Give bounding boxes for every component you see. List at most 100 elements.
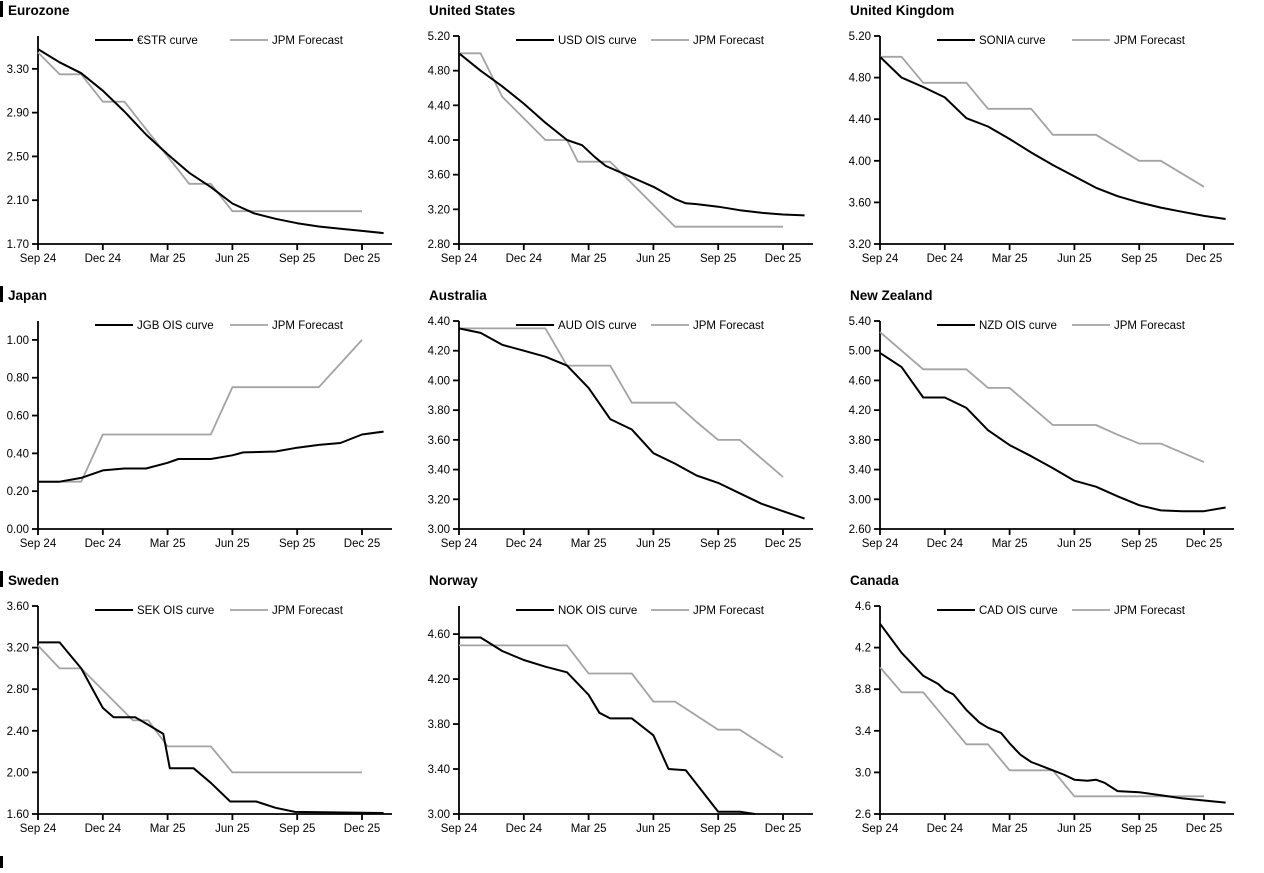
legend-label-sonia-curve: SONIA curve — [979, 35, 1045, 47]
y-tick-label: 3.60 — [428, 170, 450, 182]
legend-label-nok-ois-curve: NOK OIS curve — [558, 605, 637, 617]
y-tick-label: 3.20 — [7, 643, 29, 655]
series-line-market-jgb-ois-curve — [38, 430, 384, 483]
y-tick-label: 3.40 — [428, 764, 450, 776]
y-tick-label: 4.40 — [428, 100, 450, 112]
y-tick-label: 2.90 — [7, 108, 29, 120]
y-tick-label: 5.20 — [849, 31, 871, 43]
legend-label-nzd-ois-curve: NZD OIS curve — [979, 320, 1057, 332]
series-line-market-cad-ois-curve — [879, 623, 1226, 804]
x-tick-label: Dec 25 — [1186, 538, 1222, 550]
x-tick-label: Mar 25 — [150, 823, 186, 835]
legend-label-jpm-forecast: JPM Forecast — [693, 320, 765, 332]
y-tick-label: 1.00 — [7, 335, 29, 347]
x-tick-label: Jun 25 — [1057, 253, 1092, 265]
chart-title-canada: Canada — [850, 573, 899, 588]
chart-panel-united-kingdom: United Kingdom 3.20 3.60 4.00 4.40 4.80 5.20 Se… — [842, 0, 1264, 285]
y-tick-label: 3.40 — [428, 465, 450, 477]
x-tick-label: Jun 25 — [215, 538, 250, 550]
x-tick-label: Dec 24 — [927, 253, 964, 265]
x-tick-label: Dec 24 — [927, 538, 964, 550]
chart-title-sweden: Sweden — [8, 573, 60, 588]
series-line-forecast-jpm-forecast — [879, 331, 1205, 463]
y-tick-label: 2.10 — [7, 195, 29, 207]
chart-canvas-sweden: 1.60 2.00 2.40 2.80 3.20 3.60 Sep 24 Dec 24 Mar … — [7, 601, 392, 835]
x-tick-label: Dec 24 — [85, 538, 122, 550]
x-tick-label: Jun 25 — [636, 538, 671, 550]
x-tick-label: Sep 25 — [1121, 253, 1157, 265]
x-tick-label: Sep 24 — [20, 823, 57, 835]
y-tick-label: 4.40 — [849, 114, 871, 126]
y-tick-label: 3.80 — [428, 405, 450, 417]
y-tick-label: 0.00 — [7, 524, 29, 536]
y-tick-label: 3.4 — [855, 726, 872, 738]
legend-label-cad-ois-curve: CAD OIS curve — [979, 605, 1058, 617]
y-tick-label: 0.60 — [7, 411, 29, 423]
series-line-forecast-jpm-forecast — [38, 339, 363, 483]
x-tick-label: Sep 25 — [279, 538, 315, 550]
x-tick-label: Mar 25 — [150, 538, 186, 550]
x-tick-label: Jun 25 — [215, 823, 250, 835]
y-tick-label: 4.20 — [428, 674, 450, 686]
x-tick-label: Sep 24 — [862, 253, 899, 265]
chart-panel-australia: Australia 3.00 3.20 3.40 3.60 3.80 4.00 4.20 4.4… — [421, 285, 842, 570]
series-line-forecast-jpm-forecast — [459, 52, 783, 228]
y-tick-label: 3.20 — [849, 239, 871, 251]
chart-canvas-united-kingdom: 3.20 3.60 4.00 4.40 4.80 5.20 Sep 24 Dec 24 Mar … — [849, 31, 1234, 265]
legend-label-sek-ois-curve: SEK OIS curve — [137, 605, 214, 617]
y-tick-label: 5.20 — [428, 31, 450, 43]
y-tick-label: 3.60 — [428, 435, 450, 447]
x-tick-label: Jun 25 — [636, 823, 671, 835]
y-tick-label: 0.40 — [7, 448, 29, 460]
x-tick-label: Sep 25 — [700, 253, 736, 265]
chart-panel-new-zealand: New Zealand 2.60 3.00 3.40 3.80 4.20 4.60 5.00 5… — [842, 285, 1264, 570]
section-marker — [0, 571, 3, 587]
chart-title-norway: Norway — [429, 573, 478, 588]
chart-canvas-canada: 2.6 3.0 3.4 3.8 4.2 4.6 Sep 24 Dec 24 Mar 25 Jun … — [855, 601, 1234, 835]
chart-panel-norway: Norway 3.00 3.40 3.80 4.20 4.60 Sep 24 Dec 24 Ma… — [421, 570, 842, 873]
y-tick-label: 3.8 — [855, 684, 871, 696]
chart-canvas-australia: 3.00 3.20 3.40 3.60 3.80 4.00 4.20 4.40 Sep 24 De… — [428, 316, 813, 550]
chart-canvas-new-zealand: 2.60 3.00 3.40 3.80 4.20 4.60 5.00 5.40 Sep 24 De… — [849, 316, 1234, 550]
x-tick-label: Dec 24 — [506, 538, 543, 550]
y-tick-label: 2.40 — [7, 726, 29, 738]
x-tick-label: Jun 25 — [1057, 538, 1092, 550]
y-tick-label: 1.60 — [7, 809, 29, 821]
x-tick-label: Mar 25 — [992, 253, 1028, 265]
series-line-market-sonia-curve — [879, 56, 1226, 220]
x-tick-label: Sep 25 — [1121, 538, 1157, 550]
y-tick-label: 4.60 — [849, 375, 871, 387]
x-tick-label: Mar 25 — [992, 538, 1028, 550]
series-line-forecast-jpm-forecast — [879, 666, 1204, 798]
footer-section-marker — [0, 856, 3, 868]
x-tick-label: Dec 25 — [1186, 823, 1222, 835]
legend-label-jpm-forecast: JPM Forecast — [693, 35, 765, 47]
x-tick-label: Mar 25 — [571, 253, 607, 265]
series-line-market-usd-ois-curve — [458, 52, 805, 217]
legend-label-jpm-forecast: JPM Forecast — [272, 605, 344, 617]
x-tick-label: Sep 24 — [20, 538, 57, 550]
series-line-market-nok-ois-curve — [459, 636, 756, 815]
chart-title-japan: Japan — [8, 288, 48, 303]
chart-panel-canada: Canada 2.6 3.0 3.4 3.8 4.2 4.6 Sep 24 Dec 24 Mar … — [842, 570, 1264, 873]
series-line-forecast-jpm-forecast — [459, 644, 784, 759]
y-tick-label: 1.70 — [7, 239, 29, 251]
chart-title-united-kingdom: United Kingdom — [850, 3, 955, 18]
x-tick-label: Dec 24 — [927, 823, 964, 835]
y-tick-label: 2.6 — [855, 809, 871, 821]
chart-title-australia: Australia — [429, 288, 487, 303]
x-tick-label: Jun 25 — [1057, 823, 1092, 835]
y-tick-label: 2.60 — [849, 524, 871, 536]
y-tick-label: 4.00 — [428, 135, 450, 147]
y-tick-label: 3.40 — [849, 465, 871, 477]
chart-canvas-norway: 3.00 3.40 3.80 4.20 4.60 Sep 24 Dec 24 Mar 25 Ju… — [428, 605, 813, 835]
x-tick-label: Sep 24 — [441, 823, 478, 835]
y-tick-label: 3.80 — [849, 435, 871, 447]
y-tick-label: 4.00 — [849, 156, 871, 168]
x-tick-label: Sep 24 — [862, 538, 899, 550]
y-tick-label: 3.00 — [849, 494, 871, 506]
x-tick-label: Dec 25 — [344, 538, 380, 550]
chart-canvas-united-states: 2.80 3.20 3.60 4.00 4.40 4.80 5.20 Sep 24 Dec 24… — [428, 31, 813, 265]
x-tick-label: Jun 25 — [636, 253, 671, 265]
